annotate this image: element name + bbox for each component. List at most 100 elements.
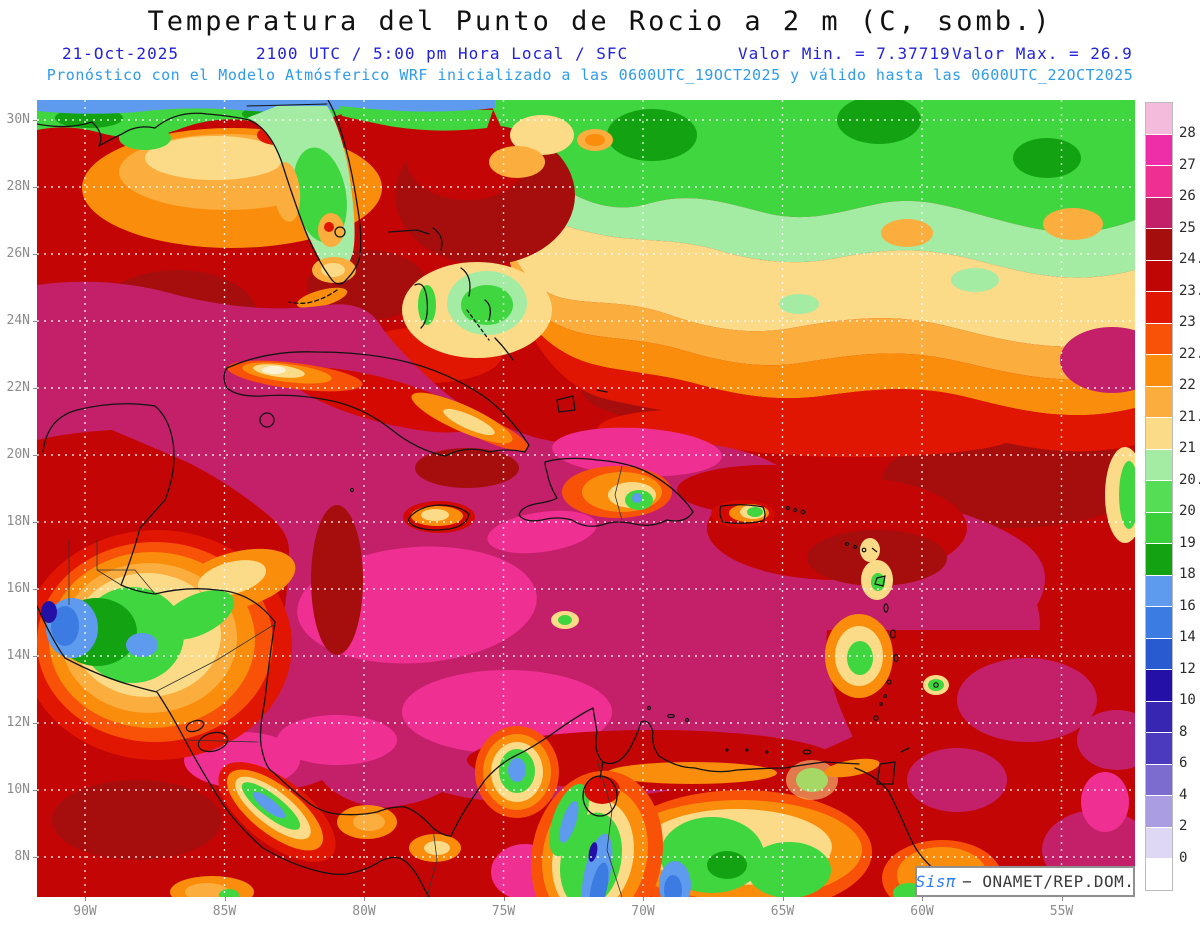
colorbar: [1145, 102, 1173, 891]
colorbar-tick-label: 28: [1179, 125, 1196, 142]
value-min-label: Valor Min. = 7.37719: [738, 44, 951, 63]
colorbar-tick-label: 20: [1179, 503, 1196, 520]
colorbar-segment: [1146, 228, 1172, 260]
lon-tick-label: 60W: [910, 904, 934, 919]
valid-time: 2100 UTC / 5:00 pm Hora Local / SFC: [256, 44, 629, 63]
lon-tick-mark: [782, 897, 784, 901]
forecast-line: Pronóstico con el Modelo Atmósferico WRF…: [46, 66, 1134, 84]
colorbar-segment: [1146, 574, 1172, 607]
watermark-org: − ONAMET/REP.DOM.: [962, 872, 1135, 891]
lon-tick-label: 80W: [352, 904, 376, 919]
colorbar-segment: [1146, 637, 1172, 670]
colorbar-tick-label: 0: [1179, 849, 1188, 866]
lon-tick-mark: [1061, 897, 1063, 901]
lon-tick-label: 70W: [631, 904, 655, 919]
lat-tick-mark: [33, 321, 37, 322]
colorbar-segment: [1146, 291, 1172, 323]
colorbar-tick-label: 12: [1179, 660, 1196, 677]
colorbar-tick-label: 20.5: [1179, 471, 1200, 488]
colorbar-segment: [1146, 543, 1172, 575]
lon-tick-label: 55W: [1049, 904, 1074, 919]
map-area: Sisπ − ONAMET/REP.DOM.: [37, 100, 1135, 897]
colorbar-segment: [1146, 354, 1172, 386]
lon-tick-label: 85W: [212, 904, 237, 919]
valid-date: 21-Oct-2025: [62, 44, 179, 63]
lat-tick-mark: [33, 187, 37, 188]
colorbar-tick-label: 2: [1179, 818, 1188, 835]
colorbar-segment: [1146, 103, 1172, 134]
colorbar-tick-label: 22.5: [1179, 345, 1200, 362]
colorbar-tick-label: 24.5: [1179, 251, 1200, 268]
lat-tick-label: 20N: [6, 447, 30, 462]
value-max-label: Valor Max. = 26.9: [952, 44, 1133, 63]
colorbar-segment: [1146, 763, 1172, 796]
colorbar-segment: [1146, 480, 1172, 512]
colorbar-segment: [1146, 606, 1172, 638]
lon-tick-mark: [503, 897, 505, 901]
colorbar-tick-label: 14: [1179, 629, 1196, 646]
colorbar-segment: [1146, 448, 1172, 481]
colorbar-tick-label: 16: [1179, 597, 1196, 614]
colorbar-tick-label: 25: [1179, 219, 1196, 236]
contour-field: [37, 100, 1135, 897]
lat-tick-mark: [33, 388, 37, 389]
lon-tick-mark: [224, 897, 226, 901]
lat-tick-label: 28N: [6, 179, 30, 194]
lon-tick-mark: [85, 897, 86, 901]
lat-tick-label: 12N: [6, 715, 30, 730]
lat-tick-mark: [33, 857, 37, 858]
page-title: Temperatura del Punto de Rocio a 2 m (C,…: [147, 6, 1053, 37]
lat-tick-label: 8N: [14, 849, 30, 864]
lat-tick-mark: [33, 656, 37, 657]
colorbar-tick-label: 18: [1179, 566, 1196, 583]
lat-tick-label: 26N: [6, 246, 30, 261]
colorbar-tick-label: 10: [1179, 692, 1196, 709]
gridlines: [37, 100, 1135, 897]
colorbar-tick-label: 23.5: [1179, 282, 1200, 299]
lat-tick-mark: [33, 254, 37, 255]
colorbar-tick-label: 23: [1179, 314, 1196, 331]
dewpoint-contour-map: [37, 100, 1135, 897]
lat-tick-label: 24N: [6, 313, 30, 328]
lat-tick-label: 22N: [6, 380, 30, 395]
colorbar-tick-label: 26: [1179, 188, 1196, 205]
colorbar-segment: [1146, 700, 1172, 733]
colorbar-tick-label: 22: [1179, 377, 1196, 394]
lon-tick-label: 75W: [491, 904, 516, 919]
colorbar-tick-label: 8: [1179, 723, 1188, 740]
colorbar-segment: [1146, 385, 1172, 418]
colorbar-tick-label: 4: [1179, 786, 1188, 803]
watermark-brand: Sisπ: [915, 872, 957, 891]
colorbar-segment: [1146, 669, 1172, 701]
lat-tick-mark: [33, 120, 37, 121]
watermark: Sisπ − ONAMET/REP.DOM.: [915, 866, 1135, 897]
lon-tick-mark: [364, 897, 365, 901]
colorbar-tick-label: 21.5: [1179, 408, 1200, 425]
colorbar-tick-label: 21: [1179, 440, 1196, 457]
colorbar-tick-label: 6: [1179, 755, 1188, 772]
colorbar-tick-label: 19: [1179, 534, 1196, 551]
colorbar-segment: [1146, 165, 1172, 197]
colorbar-segment: [1146, 322, 1172, 355]
colorbar-segment: [1146, 511, 1172, 544]
lat-tick-mark: [33, 455, 37, 456]
lat-tick-label: 14N: [6, 648, 30, 663]
lat-tick-label: 18N: [6, 514, 30, 529]
lat-tick-label: 30N: [6, 112, 30, 127]
colorbar-segment: [1146, 417, 1172, 449]
lat-tick-mark: [33, 790, 37, 791]
lat-tick-label: 10N: [6, 782, 30, 797]
colorbar-segment: [1146, 196, 1172, 229]
lon-tick-label: 90W: [73, 904, 97, 919]
colorbar-segment: [1146, 259, 1172, 292]
colorbar-segment: [1146, 795, 1172, 827]
lon-tick-label: 65W: [770, 904, 795, 919]
lon-tick-mark: [922, 897, 923, 901]
coastlines: [37, 100, 972, 897]
lat-tick-mark: [33, 589, 37, 590]
lat-tick-mark: [33, 723, 37, 724]
colorbar-segment: [1146, 133, 1172, 166]
colorbar-segment: [1146, 826, 1172, 859]
colorbar-segment: [1146, 732, 1172, 764]
